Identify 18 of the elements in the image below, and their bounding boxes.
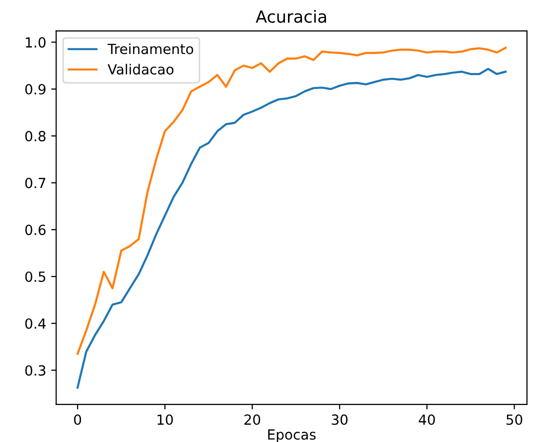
y-tick-label: 1.0 [26, 37, 46, 48]
y-tick-label: 0.5 [25, 271, 46, 282]
y-tick-label: 0.9 [25, 84, 46, 95]
x-tick-label: 30 [332, 414, 348, 425]
y-tick-label: 0.4 [25, 318, 46, 329]
x-tick-label: 0 [74, 414, 82, 425]
legend-label: Treinamento [108, 43, 194, 54]
y-tick-label: 0.6 [25, 224, 46, 236]
y-tick-label: 0.7 [25, 178, 46, 188]
x-tick-label: 40 [418, 414, 435, 425]
y-tick-label: 0.8 [25, 130, 46, 142]
legend-label: Validacao [108, 64, 174, 75]
x-axis-title: Epocas [268, 429, 316, 442]
x-tick-label: 50 [506, 414, 522, 425]
x-tick-label: 20 [244, 414, 260, 425]
x-tick-label: 10 [158, 414, 173, 425]
chart-title: Acuracia [256, 10, 326, 23]
y-tick-label: 0.3 [25, 365, 46, 376]
